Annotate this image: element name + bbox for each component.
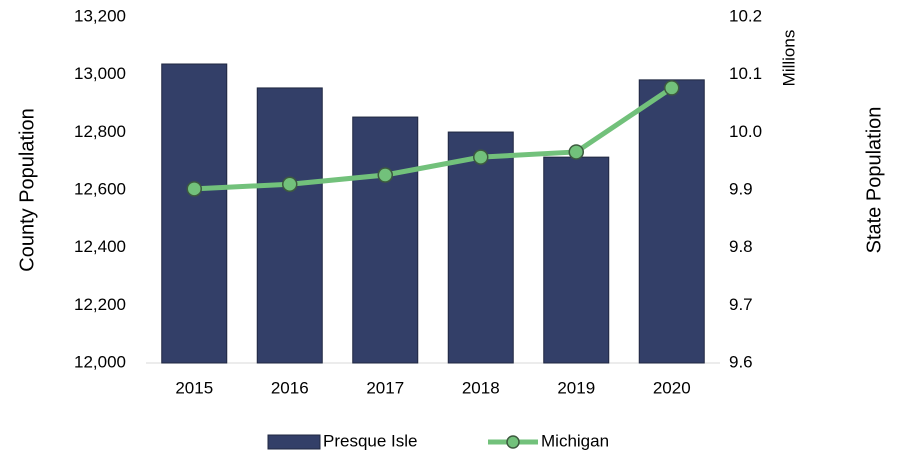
bar	[638, 79, 705, 364]
y-tick-label: 12,000	[74, 352, 126, 371]
marker	[473, 149, 489, 165]
y2-axis-title: State Population	[863, 107, 885, 254]
x-tick-label: 2016	[271, 378, 309, 397]
y2-tick-label: 10.0	[729, 122, 762, 141]
bar	[161, 63, 228, 364]
y2-tick-label: 9.6	[729, 352, 753, 371]
line	[194, 85, 674, 192]
y2-tick-label: 9.9	[729, 179, 753, 198]
marker	[282, 176, 298, 192]
y-tick-label: 12,400	[74, 237, 126, 256]
y-tick-label: 12,600	[74, 179, 126, 198]
x-tick-label: 2015	[175, 378, 213, 397]
bar	[256, 87, 323, 364]
y2-tick-label: 9.8	[729, 237, 753, 256]
y2-unit-label: Millions	[779, 30, 798, 87]
y2-tick-label: 10.2	[729, 6, 762, 25]
y-tick-label: 13,200	[74, 6, 126, 25]
x-tick-label: 2020	[653, 378, 691, 397]
bar	[447, 131, 514, 364]
legend-label: Michigan	[541, 431, 609, 450]
x-tick-label: 2017	[366, 378, 404, 397]
y2-tick-label: 10.1	[729, 64, 762, 83]
marker	[186, 181, 202, 197]
bar	[352, 116, 419, 364]
y-tick-label: 13,000	[74, 64, 126, 83]
x-tick-label: 2019	[557, 378, 595, 397]
y-tick-label: 12,800	[74, 122, 126, 141]
legend-marker	[506, 435, 520, 449]
y-tick-label: 12,200	[74, 295, 126, 314]
bar	[543, 156, 610, 364]
x-tick-label: 2018	[462, 378, 500, 397]
marker	[377, 167, 393, 183]
y-axis-title: County Population	[16, 108, 38, 271]
legend-swatch	[267, 434, 321, 450]
marker	[568, 144, 584, 160]
y2-tick-label: 9.7	[729, 295, 753, 314]
marker	[664, 80, 680, 96]
legend-label: Presque Isle	[323, 431, 418, 450]
